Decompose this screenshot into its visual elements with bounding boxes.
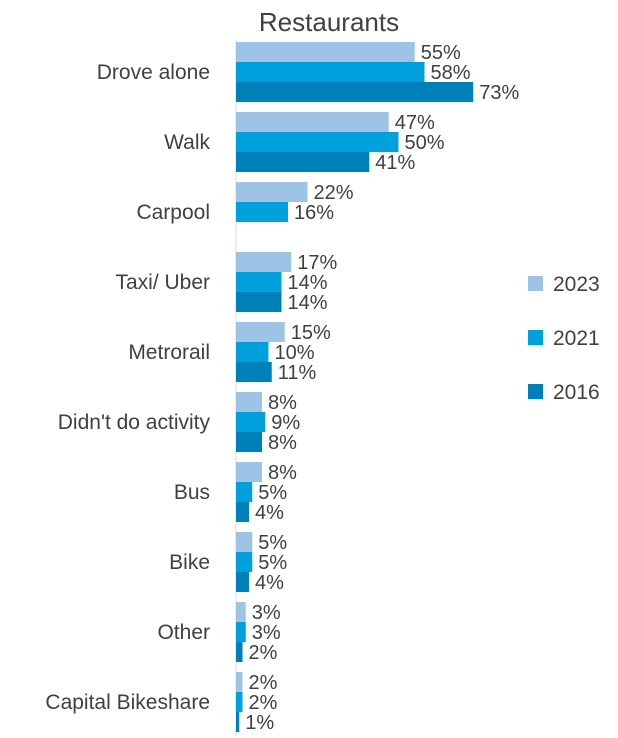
data-label-taxi-uber-2016: 14% — [288, 292, 328, 314]
legend-swatch-2021 — [528, 330, 543, 345]
data-label-carpool-2023: 22% — [314, 182, 354, 204]
bar-walk-2016 — [236, 152, 370, 172]
bar-capital-bikeshare-2016 — [236, 712, 240, 732]
data-label-metrorail-2023: 15% — [291, 322, 331, 344]
bar-drove-alone-2016 — [236, 82, 474, 102]
bar-metrorail-2016 — [236, 362, 272, 382]
data-label-drove-alone-2016: 73% — [479, 82, 519, 104]
bar-other-2023 — [236, 602, 246, 622]
bar-bus-2016 — [236, 502, 249, 522]
bar-bike-2021 — [236, 552, 253, 572]
data-label-bike-2016: 4% — [255, 572, 284, 594]
bars-group: Drove alone 55%58% 73% Walk 47%50%41% Carpool… — [45, 42, 519, 734]
bar-carpool-2021 — [236, 202, 288, 222]
bar-drove-alone-2021 — [236, 62, 425, 82]
bar-drove-alone-2023 — [236, 42, 415, 62]
bar-walk-2023 — [236, 112, 389, 132]
bar-didn-t-do-activity-2016 — [236, 432, 262, 452]
data-label-metrorail-2021: 10% — [275, 342, 315, 364]
data-label-didn-t-do-activity-2023: 8% — [268, 392, 297, 414]
category-label-walk: Walk — [164, 131, 210, 154]
data-label-bus-2016: 4% — [255, 502, 284, 524]
bar-capital-bikeshare-2023 — [236, 672, 243, 692]
data-label-capital-bikeshare-2023: 2% — [249, 672, 278, 694]
data-label-capital-bikeshare-2016: 1% — [245, 712, 274, 734]
bar-taxi-uber-2023 — [236, 252, 292, 272]
bar-bike-2016 — [236, 572, 249, 592]
data-label-metrorail-2016: 11% — [278, 362, 317, 384]
legend-label-2023: 2023 — [553, 273, 600, 296]
legend-label-2016: 2016 — [553, 381, 600, 404]
legend-swatch-2023 — [528, 276, 543, 291]
data-label-bus-2021: 5% — [258, 482, 287, 504]
category-label-didn-t-do-activity: Didn't do activity — [58, 411, 211, 434]
data-label-walk-2016: 41% — [375, 152, 415, 174]
bar-taxi-uber-2016 — [236, 292, 282, 312]
legend-label-2021: 2021 — [553, 327, 600, 350]
data-label-other-2021: 3% — [252, 622, 281, 644]
category-label-capital-bikeshare: Capital Bikeshare — [45, 691, 210, 714]
data-label-bike-2023: 5% — [258, 532, 287, 554]
data-label-walk-2021: 50% — [405, 132, 445, 154]
category-label-metrorail: Metrorail — [128, 341, 210, 364]
category-label-bus: Bus — [174, 481, 210, 504]
bar-other-2016 — [236, 642, 243, 662]
category-label-bike: Bike — [169, 551, 210, 574]
data-label-drove-alone-2023: 55% — [421, 42, 461, 64]
data-label-didn-t-do-activity-2016: 8% — [268, 432, 297, 454]
bar-walk-2021 — [236, 132, 399, 152]
bar-didn-t-do-activity-2023 — [236, 392, 262, 412]
data-label-bus-2023: 8% — [268, 462, 297, 484]
data-label-carpool-2021: 16% — [294, 202, 334, 224]
category-label-carpool: Carpool — [136, 201, 210, 224]
bar-carpool-2023 — [236, 182, 308, 202]
data-label-bike-2021: 5% — [258, 552, 287, 574]
bar-capital-bikeshare-2021 — [236, 692, 243, 712]
category-label-drove-alone: Drove alone — [97, 61, 210, 84]
category-label-taxi-uber: Taxi/ Uber — [115, 271, 210, 294]
bar-didn-t-do-activity-2021 — [236, 412, 266, 432]
legend: 2023 2021 2016 — [528, 273, 600, 404]
bar-metrorail-2023 — [236, 322, 285, 342]
bar-other-2021 — [236, 622, 246, 642]
data-label-taxi-uber-2023: 17% — [297, 252, 337, 274]
data-label-taxi-uber-2021: 14% — [288, 272, 328, 294]
chart-title: Restaurants — [259, 7, 399, 37]
bar-metrorail-2021 — [236, 342, 269, 362]
data-label-capital-bikeshare-2021: 2% — [249, 692, 278, 714]
data-label-walk-2023: 47% — [395, 112, 435, 134]
bar-bus-2023 — [236, 462, 262, 482]
bar-taxi-uber-2021 — [236, 272, 282, 292]
bar-bike-2023 — [236, 532, 253, 552]
bar-bus-2021 — [236, 482, 253, 502]
data-label-other-2023: 3% — [252, 602, 281, 624]
data-label-didn-t-do-activity-2021: 9% — [271, 412, 300, 434]
data-label-other-2016: 2% — [249, 642, 278, 664]
data-label-drove-alone-2021: 58% — [431, 62, 471, 84]
category-label-other: Other — [157, 621, 210, 644]
legend-swatch-2016 — [528, 384, 543, 399]
